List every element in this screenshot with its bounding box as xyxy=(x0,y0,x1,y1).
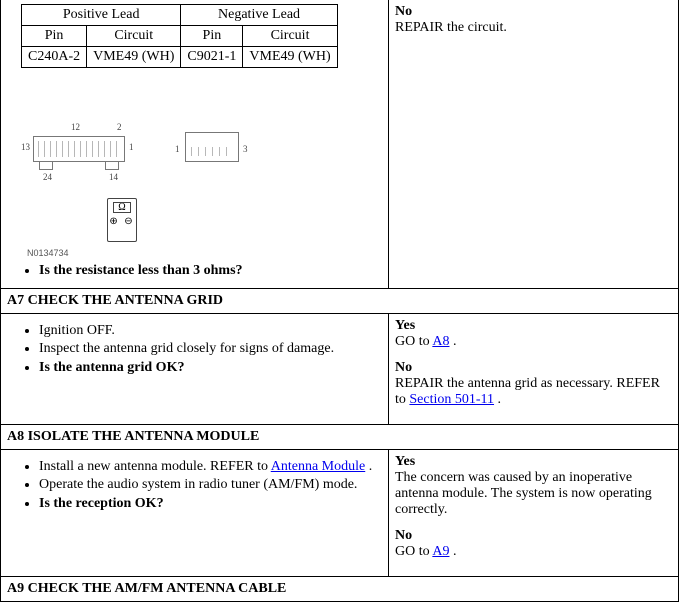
list-item: Ignition OFF. xyxy=(39,322,382,340)
step-a8-left: Install a new antenna module. REFER to A… xyxy=(1,450,389,576)
step-a7-left: Ignition OFF. Inspect the antenna grid c… xyxy=(1,314,389,424)
link-section-501-11[interactable]: Section 501-11 xyxy=(409,392,494,407)
sub-header: Pin xyxy=(181,26,243,47)
diagram-id: N0134734 xyxy=(27,248,382,258)
sub-header: Pin xyxy=(22,26,87,47)
sub-header: Circuit xyxy=(87,26,181,47)
list-item: Install a new antenna module. REFER to A… xyxy=(39,458,382,476)
branch-no-label: No xyxy=(395,528,412,543)
connector-large-icon xyxy=(33,136,125,162)
link-a8[interactable]: A8 xyxy=(432,334,449,349)
branch-yes-label: Yes xyxy=(395,454,415,469)
step-a6-right: No REPAIR the circuit. xyxy=(389,0,678,288)
connector-diagram: 12 2 13 1 24 14 1 3 xyxy=(17,130,277,190)
step-a6-question: Is the resistance less than 3 ohms? xyxy=(39,262,382,280)
branch-yes-action: The concern was caused by an inoperative… xyxy=(395,470,652,517)
branch-no-label: No xyxy=(395,4,412,19)
group-header-negative: Negative Lead xyxy=(181,5,337,26)
link-antenna-module[interactable]: Antenna Module xyxy=(271,459,365,474)
connector-small-icon xyxy=(185,132,239,162)
step-a8-row: Install a new antenna module. REFER to A… xyxy=(0,449,679,576)
diagnostic-table: Positive Lead Negative Lead Pin Circuit … xyxy=(0,0,679,602)
ohmmeter-icon: Ω ⊕ ⊖ xyxy=(107,198,137,242)
lead-measurement-table: Positive Lead Negative Lead Pin Circuit … xyxy=(21,4,338,68)
branch-no-label: No xyxy=(395,360,412,375)
branch-no-action: REPAIR the circuit. xyxy=(395,20,507,35)
step-a8-right: Yes The concern was caused by an inopera… xyxy=(389,450,678,576)
step-a6-question-list: Is the resistance less than 3 ohms? xyxy=(7,262,382,280)
link-a9[interactable]: A9 xyxy=(432,544,449,559)
list-item: Operate the audio system in radio tuner … xyxy=(39,476,382,494)
group-header-positive: Positive Lead xyxy=(22,5,181,26)
lead-cell: C9021-1 xyxy=(181,47,243,68)
step-a8-question: Is the reception OK? xyxy=(39,495,382,513)
branch-yes-label: Yes xyxy=(395,318,415,333)
step-a7-title: A7 CHECK THE ANTENNA GRID xyxy=(0,288,679,313)
list-item: Inspect the antenna grid closely for sig… xyxy=(39,340,382,358)
step-a6-left: Positive Lead Negative Lead Pin Circuit … xyxy=(1,0,389,288)
sub-header: Circuit xyxy=(243,26,337,47)
lead-cell: VME49 (WH) xyxy=(87,47,181,68)
step-a7-right: Yes GO to A8 . No REPAIR the antenna gri… xyxy=(389,314,678,424)
step-a6-row: Positive Lead Negative Lead Pin Circuit … xyxy=(0,0,679,288)
step-a7-row: Ignition OFF. Inspect the antenna grid c… xyxy=(0,313,679,424)
lead-cell: C240A-2 xyxy=(22,47,87,68)
step-a9-title: A9 CHECK THE AM/FM ANTENNA CABLE xyxy=(0,576,679,602)
step-a7-question: Is the antenna grid OK? xyxy=(39,359,382,377)
lead-cell: VME49 (WH) xyxy=(243,47,337,68)
step-a8-title: A8 ISOLATE THE ANTENNA MODULE xyxy=(0,424,679,449)
